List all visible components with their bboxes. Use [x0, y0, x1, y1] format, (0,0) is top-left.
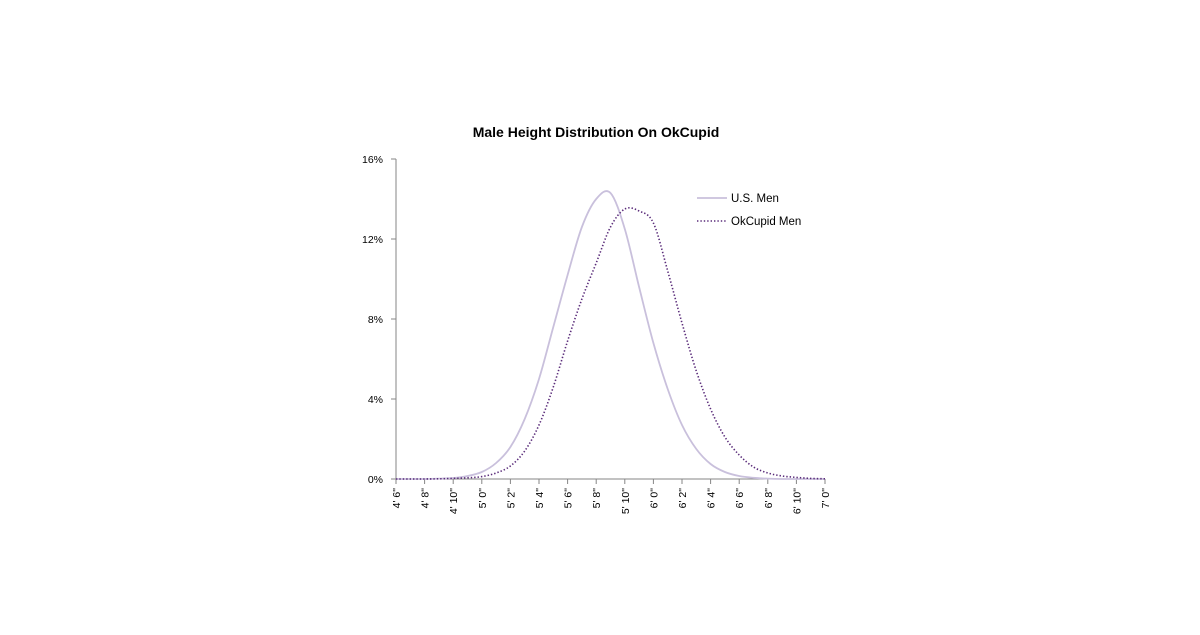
series-line-us-men — [395, 190, 825, 480]
x-tick-label: 6' 10" — [791, 488, 803, 514]
x-axis: 4' 6" 4' 8" 4' 10" 5' 0" 5' 2" 5' 4" 5' 6" 5' 8… — [391, 478, 832, 514]
x-tick-label: 7' 0" — [820, 488, 832, 509]
series-line-okcupid-men — [395, 207, 826, 480]
x-tick-label: 4' 10" — [448, 488, 460, 514]
x-tick-label: 6' 6" — [734, 488, 746, 509]
x-tick-label: 6' 0" — [648, 488, 660, 509]
x-tick-label: 4' 6" — [391, 488, 403, 509]
legend-label: U.S. Men — [731, 193, 779, 205]
x-tick-label: 6' 4" — [706, 488, 718, 509]
series-layer — [395, 190, 826, 480]
y-tick-label: 16% — [362, 154, 383, 166]
y-tick-label: 4% — [368, 394, 383, 406]
legend: U.S. Men OkCupid Men — [697, 193, 801, 228]
x-tick-label: 6' 2" — [677, 488, 689, 509]
x-tick-label: 5' 4" — [534, 488, 546, 509]
y-tick-label: 0% — [368, 474, 383, 486]
x-tick-label: 6' 8" — [763, 488, 775, 509]
x-tick-label: 4' 8" — [420, 488, 432, 509]
legend-label: OkCupid Men — [731, 216, 801, 228]
x-tick-label: 5' 8" — [591, 488, 603, 509]
y-tick-label: 12% — [362, 234, 383, 246]
x-tick-label: 5' 6" — [563, 488, 575, 509]
x-tick-label: 5' 2" — [505, 488, 517, 509]
chart-title: Male Height Distribution On OkCupid — [473, 124, 720, 140]
y-axis: 0% 4% 8% 12% 16% — [362, 154, 397, 486]
x-tick-label: 5' 10" — [620, 488, 632, 514]
y-tick-label: 8% — [368, 314, 383, 326]
x-tick-label: 5' 0" — [477, 488, 489, 509]
